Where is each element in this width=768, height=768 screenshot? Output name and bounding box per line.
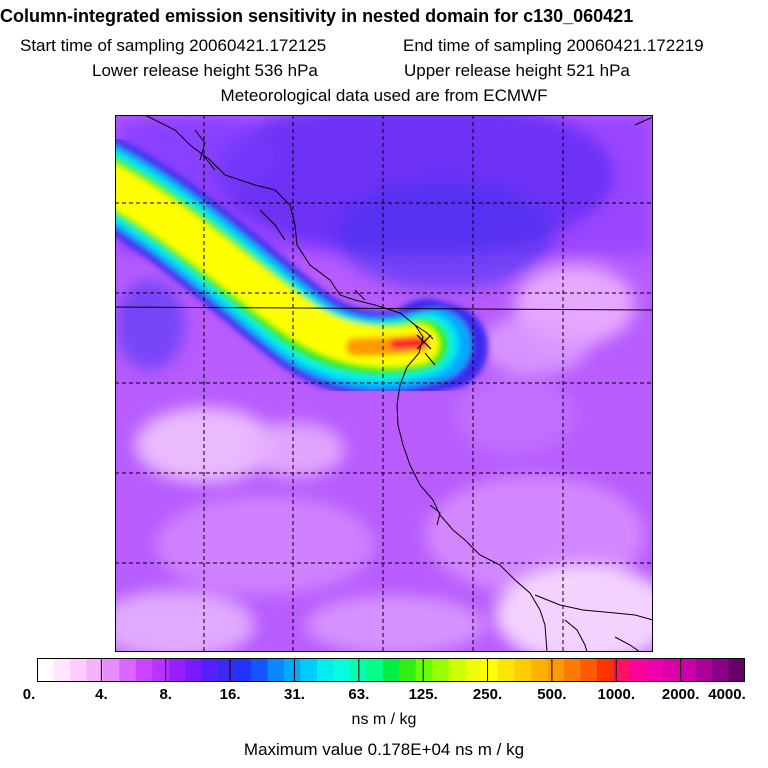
colorbar-tick-label: 125.: [408, 686, 438, 703]
colorbar-swatch: [399, 658, 417, 682]
colorbar-tick-label: 63.: [348, 686, 370, 703]
colorbar-swatch: [465, 658, 483, 682]
colorbar-swatch: [366, 658, 384, 682]
sensitivity-map: [115, 115, 653, 652]
colorbar-swatch: [333, 658, 351, 682]
colorbar-swatch: [646, 658, 664, 682]
colorbar: [37, 658, 746, 682]
border-lines: [194, 116, 653, 652]
colorbar-swatch: [316, 658, 334, 682]
colorbar-tick-label: 500.: [537, 686, 567, 703]
colorbar-tick-label: 16.: [219, 686, 241, 703]
colorbar-swatch: [679, 658, 697, 682]
colorbar-swatch: [185, 658, 203, 682]
colorbar-tick-label: 31.: [284, 686, 305, 703]
colorbar-swatch: [662, 658, 680, 682]
colorbar-tick-label: 4.: [95, 686, 108, 703]
end-time-label: End time of sampling 20060421.172219: [403, 36, 704, 55]
upper-release-height-label: Upper release height 521 hPa: [404, 61, 630, 80]
colorbar-tick-label: 2000.: [661, 686, 700, 703]
colorbar-swatch: [234, 658, 252, 682]
colorbar-tick-label: 1000.: [597, 686, 636, 703]
colorbar-swatch: [283, 658, 301, 682]
colorbar-swatch: [580, 658, 598, 682]
colorbar-units: ns m / kg: [351, 711, 417, 728]
coastline: [144, 115, 548, 652]
colorbar-tick-label: 250.: [472, 686, 503, 703]
colorbar-swatch: [168, 658, 186, 682]
colorbar-swatch: [695, 658, 713, 682]
met-data-source-label: Meteorological data used are from ECMWF: [220, 86, 548, 105]
colorbar-swatch: [53, 658, 71, 682]
maximum-value-label: Maximum value 0.178E+04 ns m / kg: [243, 740, 525, 759]
colorbar-swatch: [563, 658, 581, 682]
colorbar-tick-label: 4000.: [708, 686, 746, 703]
colorbar-swatch: [218, 658, 236, 682]
colorbar-swatch: [613, 658, 631, 682]
colorbar-swatch: [728, 658, 746, 682]
colorbar-swatch: [382, 658, 400, 682]
colorbar-swatch: [119, 658, 137, 682]
colorbar-swatch: [498, 658, 515, 682]
colorbar-swatch: [37, 658, 54, 682]
colorbar-frame: [37, 658, 745, 682]
lower-release-height-label: Lower release height 536 hPa: [92, 61, 318, 80]
colorbar-swatch: [267, 658, 285, 682]
graticule: [115, 115, 653, 652]
colorbar-swatch: [448, 658, 466, 682]
colorbar-swatch: [547, 658, 565, 682]
colorbar-swatch: [415, 658, 433, 682]
colorbar-swatch: [102, 658, 120, 682]
latitude-line: [115, 306, 653, 311]
plot-title: Column-integrated emission sensitivity i…: [0, 6, 634, 26]
colorbar-swatch: [481, 658, 499, 682]
colorbar-tick-label: 8.: [159, 686, 172, 703]
plume: [115, 137, 488, 398]
colorbar-swatch: [86, 658, 104, 682]
colorbar-swatch: [712, 658, 730, 682]
colorbar-swatch: [629, 658, 647, 682]
colorbar-swatch: [514, 658, 532, 682]
colorbar-swatch: [596, 658, 614, 682]
colorbar-tick-label: 0.: [22, 686, 36, 703]
colorbar-swatch: [251, 658, 269, 682]
release-point-marker: [416, 334, 432, 350]
colorbar-swatch: [432, 658, 450, 682]
colorbar-swatch: [69, 658, 87, 682]
colorbar-swatch: [201, 658, 219, 682]
colorbar-swatch: [300, 658, 318, 682]
colorbar-swatch: [530, 658, 548, 682]
start-time-label: Start time of sampling 20060421.172125: [20, 36, 327, 55]
colorbar-swatch: [152, 658, 170, 682]
colorbar-swatch: [135, 658, 153, 682]
